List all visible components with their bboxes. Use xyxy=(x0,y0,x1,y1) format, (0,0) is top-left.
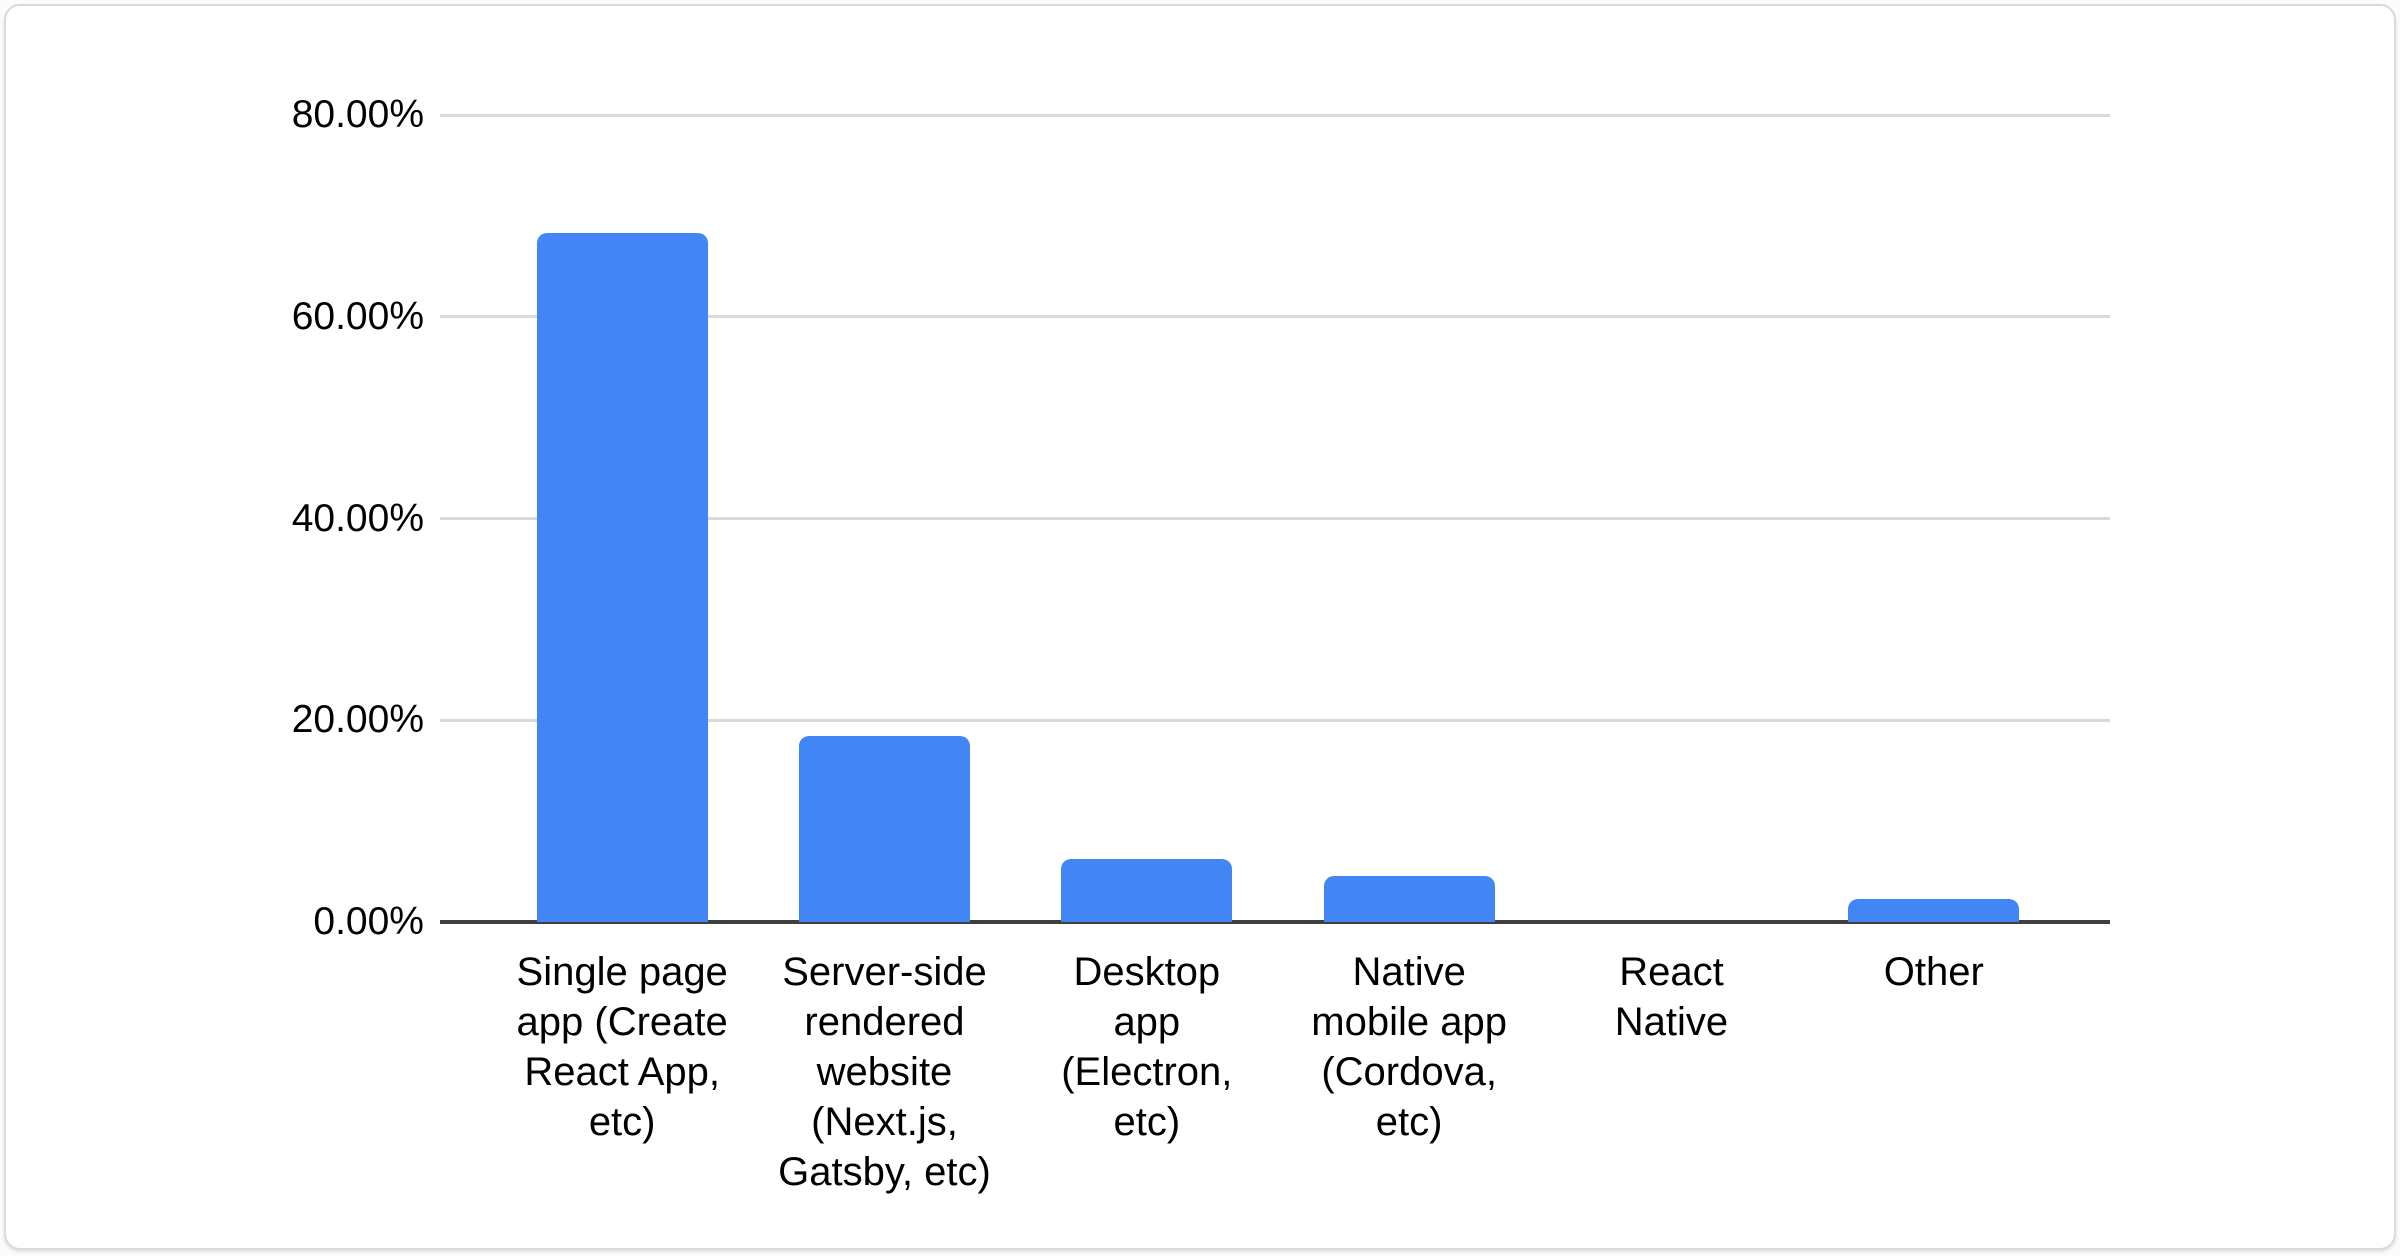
bar-slot-react-native xyxy=(1540,115,1802,922)
x-axis-labels: Single page app (Create React App, etc) S… xyxy=(491,947,2065,1197)
y-axis-tick-label-60: 60.00% xyxy=(291,294,424,338)
bar-desktop-app[interactable] xyxy=(1061,859,1233,922)
y-axis-tick-label-40: 40.00% xyxy=(291,496,424,540)
bar-single-page-app[interactable] xyxy=(536,233,708,922)
bar-native-mobile-app[interactable] xyxy=(1323,875,1495,922)
x-axis-line xyxy=(440,920,2110,924)
y-axis-tick-label-80: 80.00% xyxy=(291,93,424,136)
bars-container xyxy=(491,115,2065,922)
gridline-20 xyxy=(440,718,2110,722)
chart-card xyxy=(4,4,2396,1250)
plot-area xyxy=(440,113,2110,924)
x-axis-category-label-server-side-rendered-website: Server-side rendered website (Next.js, G… xyxy=(778,950,991,1194)
y-axis-tick-label-20: 20.00% xyxy=(291,698,424,742)
x-axis-category-label-native-mobile-app: Native mobile app (Cordova, etc) xyxy=(1311,950,1507,1144)
x-axis-category-label-single-page-app: Single page app (Create React App, etc) xyxy=(516,950,728,1144)
bar-server-side-rendered-website[interactable] xyxy=(798,736,970,922)
x-axis-category-label-other: Other xyxy=(1883,950,1984,994)
bar-slot-desktop-app xyxy=(1016,115,1278,922)
bar-slot-native-mobile-app xyxy=(1278,115,1540,922)
y-axis-tick-label-0: 0.00% xyxy=(313,900,424,943)
gridline-60 xyxy=(440,315,2110,319)
gridline-80 xyxy=(440,113,2110,117)
bar-slot-other xyxy=(1803,115,2065,922)
bar-slot-single-page-app xyxy=(491,115,753,922)
x-axis-category-label-react-native: React Native xyxy=(1614,950,1729,1044)
x-axis-category-label-desktop-app: Desktop app (Electron, etc) xyxy=(1061,950,1233,1144)
bar-other[interactable] xyxy=(1848,898,2020,922)
bar-slot-server-side-rendered-website xyxy=(753,115,1015,922)
gridline-40 xyxy=(440,517,2110,520)
